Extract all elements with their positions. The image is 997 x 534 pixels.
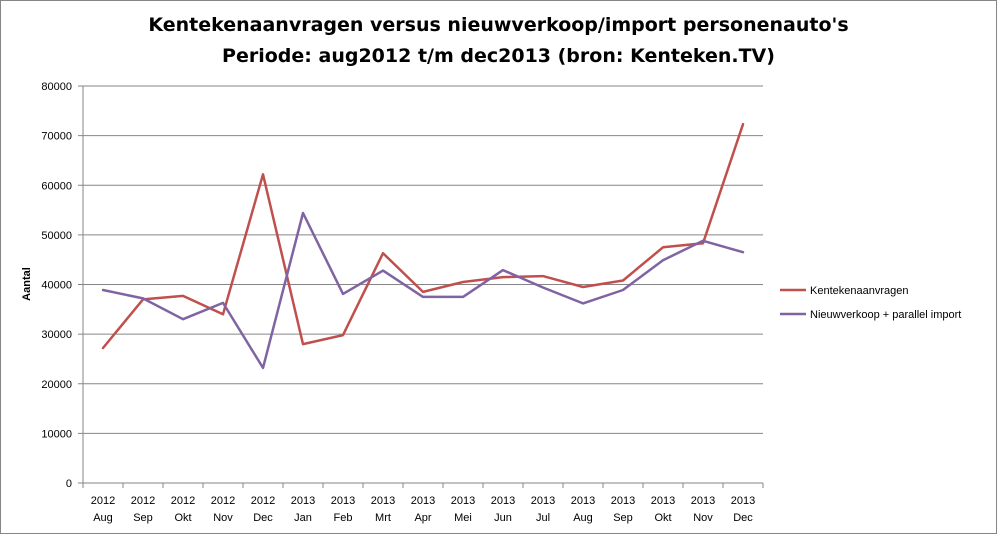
y-axis-ticks: 0 10000 20000 30000 40000 50000 60000 70000 8000… (41, 81, 83, 490)
x-tick-label-month: Feb (334, 512, 353, 524)
x-tick-label-year: 2013 (411, 495, 435, 507)
x-tick-label-year: 2013 (451, 495, 475, 507)
chart-title: Kentekenaanvragen versus nieuwverkoop/im… (148, 14, 849, 36)
x-tick-label-year: 2013 (611, 495, 635, 507)
x-tick-label-month: Sep (613, 512, 633, 524)
series-line-1 (101, 122, 745, 350)
x-tick-label-year: 2013 (571, 495, 595, 507)
y-tick-label: 60000 (41, 180, 72, 192)
y-tick-label: 50000 (41, 230, 72, 242)
x-tick-label-month: Sep (133, 512, 153, 524)
legend: Kentekenaanvragen Nieuwverkoop + parallel… (780, 285, 961, 321)
x-tick-label-month: Apr (414, 512, 431, 524)
x-tick-label-year: 2013 (371, 495, 395, 507)
x-tick-label-year: 2013 (491, 495, 515, 507)
series-line-2 (101, 211, 745, 370)
x-tick-label-year: 2012 (171, 495, 195, 507)
y-tick-label: 40000 (41, 280, 72, 292)
x-tick-label-month: Mei (454, 512, 472, 524)
legend-label-1: Kentekenaanvragen (810, 285, 908, 297)
y-tick-label: 0 (66, 478, 72, 490)
axes (82, 86, 763, 484)
x-tick-label-month: Nov (213, 512, 233, 524)
x-axis-ticks: 2012 Aug 2012 Sep 2012 Okt 2012 Nov 2012 Dec 2013 J… (82, 483, 764, 524)
x-tick-label-month: Jun (494, 512, 512, 524)
y-tick-label: 10000 (41, 428, 72, 440)
series-lines (101, 122, 745, 370)
x-tick-label-month: Jul (536, 512, 550, 524)
x-tick-label-month: Nov (693, 512, 713, 524)
x-tick-label-month: Dec (733, 512, 753, 524)
x-tick-label-month: Jan (294, 512, 312, 524)
x-tick-label-month: Dec (253, 512, 273, 524)
x-tick-label-year: 2013 (731, 495, 755, 507)
x-tick-label-month: Okt (174, 512, 191, 524)
y-tick-label: 30000 (41, 329, 72, 341)
x-tick-label-month: Okt (654, 512, 671, 524)
x-tick-label-month: Aug (93, 512, 113, 524)
x-tick-label-year: 2012 (251, 495, 275, 507)
x-tick-label-year: 2013 (291, 495, 315, 507)
x-tick-label-month: Aug (573, 512, 593, 524)
y-tick-label: 20000 (41, 379, 72, 391)
x-tick-label-year: 2012 (131, 495, 155, 507)
y-axis-label: Aantal (21, 267, 33, 301)
x-tick-label-year: 2013 (331, 495, 355, 507)
x-tick-label-year: 2013 (691, 495, 715, 507)
x-tick-label-year: 2012 (91, 495, 115, 507)
x-tick-label-year: 2012 (211, 495, 235, 507)
legend-label-2: Nieuwverkoop + parallel import (810, 309, 961, 321)
x-tick-label-year: 2013 (531, 495, 555, 507)
y-tick-label: 70000 (41, 131, 72, 143)
y-tick-label: 80000 (41, 81, 72, 93)
x-tick-label-year: 2013 (651, 495, 675, 507)
gridlines (83, 85, 763, 434)
x-tick-label-month: Mrt (375, 512, 391, 524)
chart-subtitle: Periode: aug2012 t/m dec2013 (bron: Kent… (222, 45, 775, 67)
